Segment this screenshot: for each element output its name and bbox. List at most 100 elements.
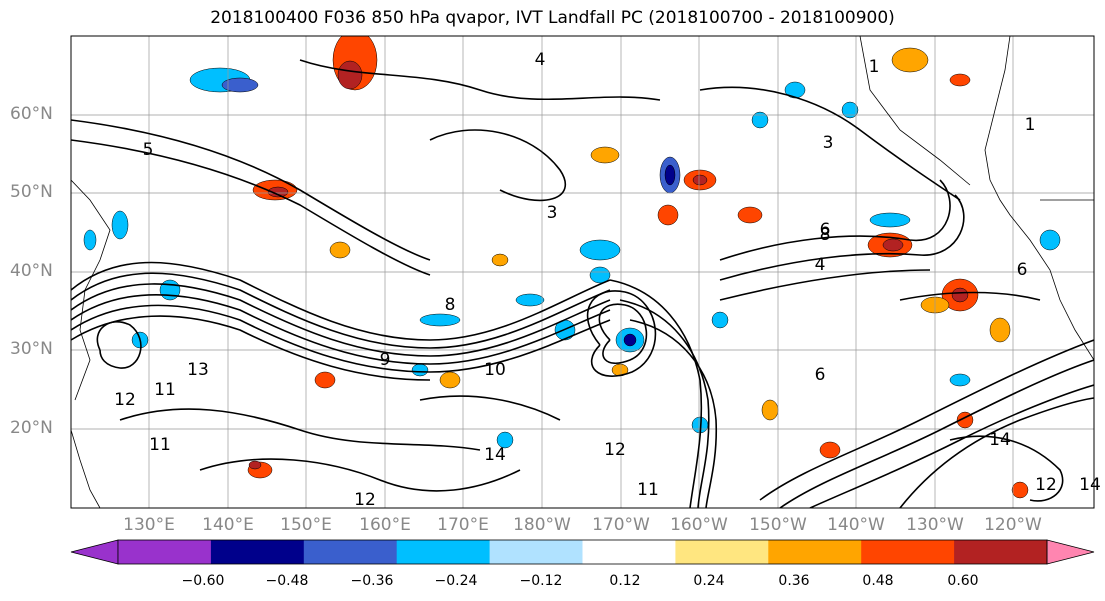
- contour-label: 12: [354, 490, 376, 510]
- contour-label: 8: [820, 225, 831, 245]
- qvapor-anomaly: [1011, 481, 1029, 499]
- lon-label-140w: 140°W: [827, 515, 885, 535]
- qvapor-anomaly: [949, 373, 971, 387]
- lat-label-50n: 50°N: [10, 182, 53, 202]
- qvapor-anomaly: [329, 241, 351, 259]
- lon-label-150w: 150°W: [749, 515, 807, 535]
- qvapor-anomaly: [891, 47, 929, 73]
- qvapor-anomaly: [869, 212, 911, 228]
- contour-label: 4: [535, 50, 546, 70]
- qvapor-anomaly: [221, 77, 259, 93]
- contour-label: 10: [484, 360, 506, 380]
- lon-label-130e: 130°E: [123, 515, 175, 535]
- qvapor-anomaly: [692, 174, 708, 186]
- ivt-contours: [71, 59, 1094, 508]
- map-title: 2018100400 F036 850 hPa qvapor, IVT Land…: [210, 8, 895, 28]
- lon-label-160w: 160°W: [670, 515, 728, 535]
- colorbar-swatch: [675, 540, 769, 564]
- coastlines: [71, 36, 1094, 508]
- qvapor-anomaly: [491, 253, 509, 267]
- lon-label-120w: 120°W: [984, 515, 1042, 535]
- contour-label: 9: [380, 350, 391, 370]
- lon-label-150e: 150°E: [280, 515, 332, 535]
- qvapor-anomaly: [951, 287, 969, 303]
- colorbar-tick: 0.24: [693, 573, 725, 589]
- colorbar-extend-low: [70, 539, 119, 565]
- contour-label: 5: [143, 140, 154, 160]
- colorbar-tick: 0.36: [778, 573, 810, 589]
- colorbar-swatch: [396, 540, 491, 564]
- lon-label-180w: 180°W: [513, 515, 571, 535]
- colorbar-swatch: [210, 540, 305, 564]
- map-plot-area: [71, 36, 1094, 508]
- colorbar-tick: −0.12: [519, 573, 563, 589]
- lon-label-170w: 170°W: [592, 515, 650, 535]
- colorbar-swatch: [954, 540, 1048, 564]
- qvapor-anomaly: [841, 101, 859, 119]
- contour-label: 6: [815, 365, 826, 385]
- colorbar-extend-high: [1046, 539, 1095, 565]
- colorbar-tick: −0.24: [434, 573, 478, 589]
- qvapor-anomaly: [83, 229, 97, 251]
- contour-label: 3: [547, 203, 558, 223]
- qvapor-shading: [83, 36, 1061, 499]
- contour-label: 12: [1035, 475, 1057, 495]
- colorbar-swatch: [489, 540, 583, 564]
- colorbar-swatch: [582, 540, 676, 564]
- contour-label: 14: [1079, 475, 1101, 495]
- contour-label: 11: [637, 480, 659, 500]
- map-frame: [70, 35, 1095, 509]
- colorbar-swatch: [303, 540, 398, 564]
- qvapor-anomaly: [589, 266, 611, 284]
- lon-label-140e: 140°E: [202, 515, 254, 535]
- qvapor-anomaly: [267, 186, 289, 198]
- contour-label: 3: [823, 133, 834, 153]
- qvapor-anomaly: [737, 206, 763, 224]
- colorbar-swatch: [861, 540, 955, 564]
- colorbar-tick: 0.60: [947, 573, 979, 589]
- contour-label: 1: [1025, 115, 1036, 135]
- colorbar-tick: 0.48: [862, 573, 894, 589]
- qvapor-anomaly: [248, 460, 262, 470]
- qvapor-anomaly: [1039, 229, 1061, 251]
- qvapor-anomaly: [751, 111, 769, 129]
- lat-label-20n: 20°N: [10, 418, 53, 438]
- lat-label-30n: 30°N: [10, 339, 53, 359]
- contour-label: 14: [989, 430, 1011, 450]
- qvapor-anomaly: [664, 164, 676, 186]
- lat-label-60n: 60°N: [10, 104, 53, 124]
- contour-label: 11: [149, 435, 171, 455]
- qvapor-anomaly: [515, 293, 545, 307]
- qvapor-anomaly: [159, 279, 181, 301]
- colorbar-swatch: [118, 540, 212, 564]
- contour-label: 12: [604, 440, 626, 460]
- contour-label: 14: [484, 445, 506, 465]
- contour-label: 6: [1017, 260, 1028, 280]
- contour-label: 11: [154, 380, 176, 400]
- qvapor-anomaly: [439, 371, 461, 389]
- colorbar: [70, 539, 1095, 565]
- qvapor-anomaly: [711, 311, 729, 329]
- contour-label: 6: [820, 220, 831, 240]
- colorbar-tick: −0.60: [181, 573, 225, 589]
- lon-label-170e: 170°E: [437, 515, 489, 535]
- colorbar-tick: 0.12: [609, 573, 641, 589]
- contour-label: 4: [815, 255, 826, 275]
- qvapor-anomaly: [949, 73, 971, 87]
- qvapor-anomaly: [496, 431, 514, 449]
- lat-label-40n: 40°N: [10, 261, 53, 281]
- qvapor-anomaly: [761, 399, 779, 421]
- qvapor-anomaly: [657, 204, 679, 226]
- qvapor-anomaly: [314, 371, 336, 389]
- qvapor-anomaly: [623, 333, 637, 347]
- qvapor-anomaly: [111, 210, 129, 240]
- qvapor-anomaly: [819, 441, 841, 459]
- contour-label: 1: [869, 57, 880, 77]
- colorbar-tick: −0.48: [265, 573, 309, 589]
- contour-labels: 4 1 6 5 9 8 4 6 3 8 11 13 12 10 14 12 11 14 12 14 12 11 3 1 6: [114, 50, 1101, 510]
- colorbar-frame: [117, 539, 1048, 565]
- qvapor-anomaly: [579, 239, 621, 261]
- colorbar-tick: −0.36: [350, 573, 394, 589]
- lon-label-160e: 160°E: [359, 515, 411, 535]
